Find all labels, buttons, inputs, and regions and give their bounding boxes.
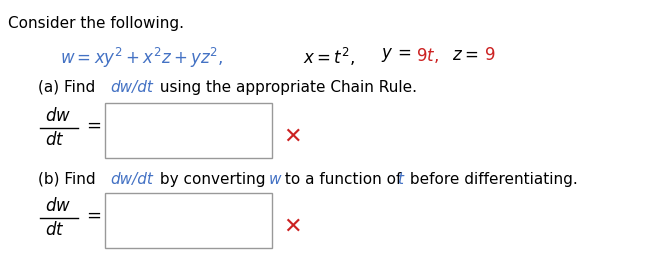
Text: (b) Find: (b) Find: [38, 172, 101, 187]
Text: ✕: ✕: [283, 127, 302, 147]
Text: $dw$: $dw$: [45, 107, 71, 125]
Text: $y\, =$: $y\, =$: [381, 46, 411, 64]
Text: before differentiating.: before differentiating.: [405, 172, 578, 187]
Text: =: =: [86, 117, 101, 135]
Text: $z =$: $z =$: [452, 46, 478, 64]
Text: $x = t^2,$: $x = t^2,$: [303, 46, 355, 68]
Text: $w = xy^2 + x^2z + yz^2,$: $w = xy^2 + x^2z + yz^2,$: [60, 46, 224, 70]
Text: by converting: by converting: [155, 172, 270, 187]
Text: w: w: [269, 172, 282, 187]
Text: t: t: [397, 172, 403, 187]
Text: $dw$: $dw$: [45, 197, 71, 215]
Text: $dt$: $dt$: [45, 131, 65, 149]
Text: (a) Find: (a) Find: [38, 80, 100, 95]
Text: to a function of: to a function of: [280, 172, 407, 187]
Text: $9t,$: $9t,$: [416, 46, 439, 65]
Text: dw/dt: dw/dt: [110, 172, 153, 187]
Text: using the appropriate Chain Rule.: using the appropriate Chain Rule.: [155, 80, 417, 95]
Text: dw/dt: dw/dt: [110, 80, 153, 95]
Text: =: =: [86, 207, 101, 225]
Text: $9$: $9$: [484, 46, 495, 64]
Text: ✕: ✕: [283, 217, 302, 237]
Text: Consider the following.: Consider the following.: [8, 16, 184, 31]
Text: $dt$: $dt$: [45, 221, 65, 239]
